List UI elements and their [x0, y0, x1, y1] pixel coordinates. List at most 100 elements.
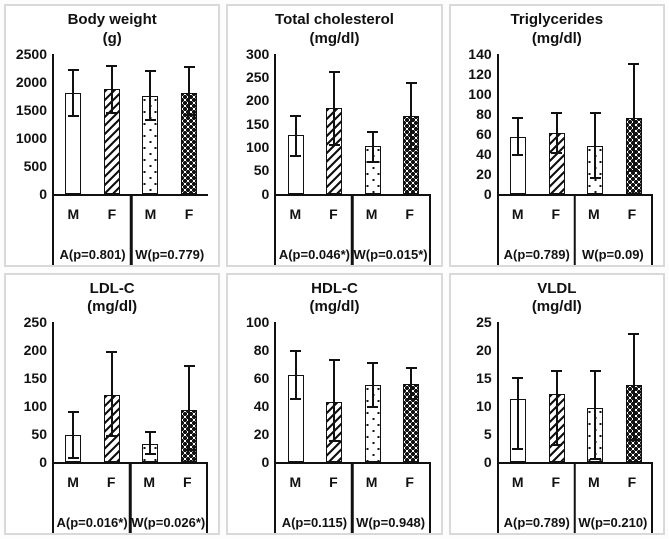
- error-bar-cap: [144, 70, 156, 73]
- error-bar-cap: [405, 367, 417, 370]
- y-tick-label: 100: [468, 85, 492, 102]
- error-bar-cap: [512, 377, 524, 379]
- y-tick-label: 50: [31, 426, 47, 442]
- y-tick-label: 40: [253, 398, 270, 414]
- category-label-W-M: M: [143, 474, 156, 490]
- x-axis-label-box: M F M F A(p=0.789) W(p=0.210): [496, 464, 653, 533]
- error-bar-cap: [67, 115, 79, 118]
- category-label-A-F: F: [329, 205, 338, 222]
- y-tick-label: 250: [245, 68, 270, 85]
- error-bar-cap: [106, 434, 118, 437]
- group-divider-line: [351, 464, 354, 533]
- pvalue-label-A: A(p=0.801): [59, 246, 126, 262]
- chart-area: 0 50 100 150 200 250: [6, 315, 218, 469]
- y-tick-label: 80: [253, 342, 270, 358]
- pvalue-labels: A(p=0.789) W(p=0.210): [499, 515, 651, 530]
- error-bar-cap: [106, 64, 118, 67]
- chart-area: 0 20 40 60 80 100 120 140: [451, 47, 663, 201]
- error-bar-cap: [290, 115, 302, 118]
- error-bar-cap: [290, 398, 302, 400]
- chart-area: 0 500 1000 1500 2000 2500: [6, 47, 218, 201]
- y-tick-label: 140: [468, 45, 492, 62]
- y-tick-label: 120: [468, 65, 492, 82]
- error-bar-cap: [183, 114, 195, 117]
- category-label-A-M: M: [511, 474, 524, 490]
- error-bar-cap: [328, 440, 340, 442]
- chart-area: 0 20 40 60 80 100: [228, 315, 440, 469]
- plot-area: [52, 322, 209, 464]
- y-axis: 0 50 100 150 200 250 300: [228, 47, 274, 201]
- chart-panel-3: Triglycerides (mg/dl) 0 20 40 60 80 100 120 140…: [448, 4, 665, 267]
- category-label-W-M: M: [588, 474, 600, 490]
- chart-title-text: LDL-C: [89, 279, 135, 297]
- pvalue-label-A: A(p=0.046*): [278, 246, 350, 262]
- error-bar-A-F: [110, 352, 113, 436]
- pvalue-label-W: W(p=0.210): [578, 515, 648, 530]
- error-bar-cap: [106, 351, 118, 354]
- chart-area: 0 50 100 150 200 250 300: [228, 47, 440, 201]
- pvalue-label-W: W(p=0.948): [356, 515, 426, 530]
- bar-W-F: [403, 383, 420, 462]
- y-tick-label: 20: [476, 165, 492, 182]
- error-bar-cap: [628, 62, 640, 65]
- y-tick-label: 100: [245, 314, 270, 330]
- error-bar-A-M: [294, 351, 297, 399]
- y-tick-label: 150: [23, 370, 47, 386]
- chart-title: HDL-C (mg/dl): [228, 280, 440, 318]
- pvalue-label-A: A(p=0.115): [281, 515, 348, 530]
- pvalue-label-W: W(p=0.026*): [131, 515, 206, 530]
- category-label-A-F: F: [329, 474, 338, 490]
- x-axis-label-box: M F M F A(p=0.801) W(p=0.779): [52, 195, 208, 265]
- pvalue-label-A: A(p=0.016*): [56, 515, 128, 530]
- category-label-A-M: M: [67, 205, 80, 222]
- error-bar-cap: [512, 448, 524, 451]
- chart-title: Total cholesterol (mg/dl): [228, 11, 440, 49]
- error-bar-cap: [589, 370, 601, 373]
- category-label-W-F: F: [182, 474, 192, 490]
- y-axis: 0 500 1000 1500 2000 2500: [6, 47, 52, 201]
- chart-title-text: Total cholesterol: [275, 11, 394, 28]
- error-bar-A-F: [555, 112, 558, 153]
- error-bar-cap: [512, 153, 524, 156]
- y-tick-label: 20: [476, 342, 492, 358]
- error-bar-cap: [551, 369, 563, 372]
- error-bar-cap: [589, 457, 601, 460]
- pvalue-labels: A(p=0.115) W(p=0.948): [276, 515, 428, 530]
- bar-A-F: [326, 107, 343, 194]
- plot-area: [274, 53, 431, 196]
- category-label-W-F: F: [405, 474, 414, 490]
- category-label-A-F: F: [551, 474, 561, 490]
- chart-panel-6: VLDL (mg/dl) 0 5 10 15 20 25 M F M F A(p=0.789) W…: [448, 272, 665, 535]
- error-bar-cap: [183, 65, 195, 68]
- error-bar-cap: [290, 154, 302, 157]
- error-bar-cap: [628, 438, 640, 441]
- y-axis: 0 50 100 150 200 250: [6, 315, 52, 469]
- chart-panel-2: Total cholesterol (mg/dl) 0 50 100 150 200 25…: [226, 4, 443, 267]
- error-bar-W-M: [594, 371, 597, 459]
- category-label-A-F: F: [106, 474, 116, 490]
- error-bar-cap: [551, 111, 563, 114]
- error-bar-A-F: [333, 359, 336, 441]
- x-axis-label-box: M F M F A(p=0.046*) W(p=0.015*): [274, 195, 431, 265]
- y-axis: 0 20 40 60 80 100: [228, 315, 274, 469]
- y-tick-label: 2500: [15, 45, 47, 62]
- plot-area: [496, 53, 653, 196]
- error-bar-W-M: [594, 112, 597, 178]
- y-tick-label: 200: [245, 92, 270, 109]
- error-bar-cap: [405, 398, 417, 400]
- error-bar-W-F: [410, 368, 413, 399]
- y-tick-label: 60: [253, 370, 270, 386]
- error-bar-A-M: [294, 116, 297, 156]
- category-label-W-M: M: [365, 474, 378, 490]
- category-label-A-M: M: [289, 205, 302, 222]
- error-bar-cap: [628, 333, 640, 336]
- error-bar-cap: [328, 144, 340, 147]
- chart-title: Triglycerides (mg/dl): [451, 11, 663, 49]
- pvalue-label-W: W(p=0.015*): [353, 246, 428, 262]
- chart-title-text: Body weight: [67, 11, 157, 28]
- x-axis-label-box: M F M F A(p=0.115) W(p=0.948): [274, 464, 431, 533]
- error-bar-A-M: [72, 69, 75, 117]
